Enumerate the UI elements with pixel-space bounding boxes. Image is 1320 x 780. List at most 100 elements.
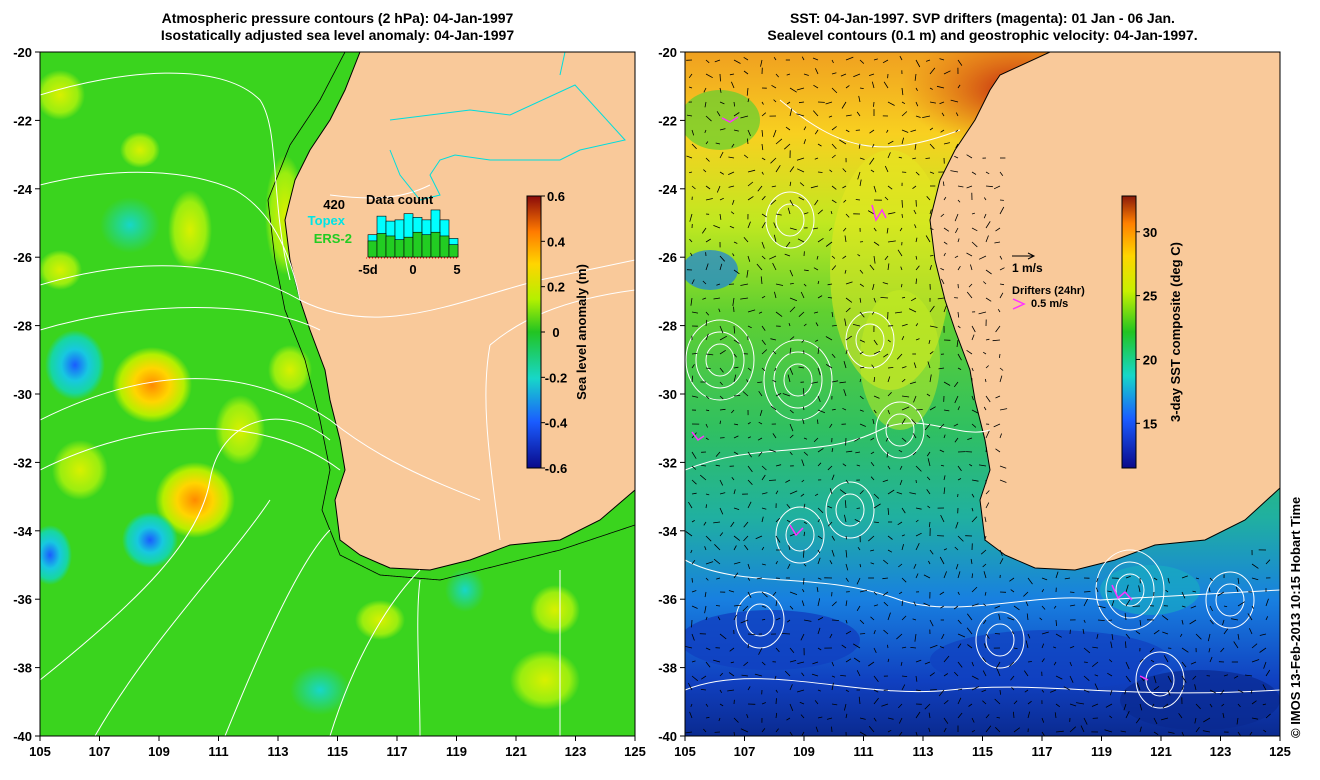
velocity-arrow (983, 197, 987, 201)
velocity-arrow (757, 185, 763, 192)
velocity-arrow (852, 324, 861, 327)
velocity-arrow (691, 451, 697, 459)
velocity-arrow (971, 573, 973, 579)
velocity-arrow (775, 165, 781, 173)
velocity-arrow (772, 591, 777, 597)
velocity-arrow (873, 185, 877, 193)
velocity-arrow (690, 549, 693, 554)
velocity-arrow (929, 143, 935, 150)
velocity-arrow (797, 168, 805, 173)
right-x-axis: 105 107 109 111 113 115 117 119 121 123 125 (674, 736, 1291, 759)
velocity-arrow (691, 660, 696, 663)
velocity-arrow (817, 507, 824, 514)
velocity-arrow (971, 717, 975, 723)
velocity-arrow (801, 339, 805, 343)
velocity-arrow (954, 437, 959, 443)
velocity-arrow (789, 166, 795, 173)
velocity-arrow (803, 549, 805, 558)
velocity-arrow (915, 465, 922, 472)
velocity-arrow (943, 227, 950, 232)
velocity-arrow (994, 241, 1001, 244)
velocity-arrow (1055, 675, 1063, 680)
australia-landmass (285, 52, 635, 570)
velocity-arrow (704, 591, 707, 598)
velocity-arrow (887, 465, 891, 470)
velocity-arrow (984, 378, 987, 383)
velocity-arrow (828, 115, 833, 118)
velocity-arrow (873, 101, 875, 107)
velocity-arrow (929, 67, 936, 75)
velocity-arrow (859, 59, 865, 64)
velocity-arrow (901, 406, 910, 411)
y-tick-label: -30 (658, 387, 677, 402)
velocity-arrow (894, 311, 903, 314)
velocity-arrow (957, 59, 963, 66)
velocity-arrow (869, 264, 875, 271)
velocity-arrow (852, 643, 861, 649)
velocity-arrow (985, 297, 992, 302)
velocity-arrow (803, 503, 806, 509)
velocity-arrow (1152, 703, 1155, 707)
velocity-arrow (728, 171, 735, 175)
velocity-arrow (939, 58, 945, 61)
velocity-arrow (691, 492, 697, 495)
velocity-arrow (957, 353, 962, 361)
velocity-arrow (1162, 631, 1169, 635)
velocity-arrow (732, 297, 735, 306)
velocity-arrow (1095, 587, 1099, 593)
velocity-arrow (761, 349, 768, 355)
velocity-arrow (957, 697, 962, 705)
velocity-arrow (811, 673, 819, 677)
velocity-arrow (703, 521, 707, 526)
velocity-arrow (1207, 633, 1211, 642)
velocity-arrow (983, 643, 987, 649)
velocity-arrow (688, 171, 693, 174)
y-tick-label: -36 (13, 592, 32, 607)
velocity-arrow (831, 185, 837, 190)
velocity-arrow (687, 682, 693, 691)
left-title-line-1: Atmospheric pressure contours (2 hPa): 0… (161, 10, 514, 26)
velocity-arrow (899, 227, 903, 232)
velocity-arrow (923, 602, 931, 607)
velocity-arrow (702, 297, 707, 300)
velocity-arrow (811, 381, 819, 384)
velocity-arrow (929, 325, 938, 328)
velocity-arrow (883, 81, 889, 89)
velocity-arrow (1262, 684, 1267, 691)
sealevel-contour (685, 319, 755, 401)
velocity-arrow (1069, 726, 1077, 733)
velocity-arrow (817, 395, 821, 402)
velocity-arrow (1010, 675, 1015, 681)
velocity-arrow (758, 311, 763, 314)
velocity-arrow (957, 712, 963, 719)
velocity-arrow (929, 374, 932, 383)
velocity-arrow (1109, 715, 1113, 719)
velocity-arrow (747, 451, 752, 458)
velocity-arrow (831, 380, 839, 383)
velocity-arrow (910, 297, 917, 302)
velocity-arrow (941, 633, 945, 640)
sealevel-contour (705, 343, 735, 377)
velocity-arrow (844, 500, 847, 509)
velocity-arrow (999, 206, 1005, 215)
velocity-arrow (719, 672, 723, 677)
velocity-arrow (943, 252, 946, 257)
velocity-arrow (912, 618, 917, 621)
velocity-arrow (887, 507, 890, 515)
velocity-arrow (831, 549, 835, 557)
velocity-arrow (968, 703, 973, 707)
y-tick-label: -28 (13, 319, 32, 334)
sealevel-contour (745, 603, 775, 637)
velocity-arrow (942, 181, 945, 187)
velocity-arrow (803, 451, 809, 456)
velocity-arrow (939, 423, 945, 429)
velocity-arrow (691, 590, 697, 593)
velocity-arrow (719, 213, 722, 220)
velocity-arrow (999, 171, 1004, 176)
velocity-arrow (873, 647, 877, 653)
velocity-arrow (1153, 629, 1160, 635)
ers2-bar (412, 231, 423, 258)
velocity-arrow (1181, 575, 1188, 579)
velocity-arrow (844, 235, 847, 243)
velocity-arrow (733, 339, 740, 344)
